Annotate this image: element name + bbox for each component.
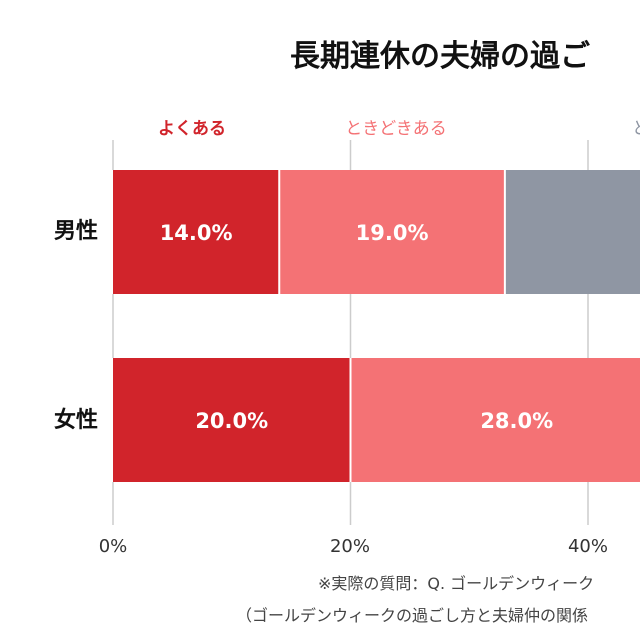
category-label-female: 女性 (54, 407, 98, 433)
text-elements: 長期連休の夫婦の過ご 男性 女性 よくある ときどきある と 0% 20% 40… (54, 39, 640, 625)
chart-title: 長期連休の夫婦の過ご (290, 39, 590, 74)
footnote-2: （ゴールデンウィークの過ごし方と夫婦仲の関係 (236, 606, 588, 625)
category-label-male: 男性 (54, 219, 98, 244)
bar-male-series-2 (505, 170, 640, 294)
footnote-1: ※実際の質問：Q. ゴールデンウィーク (318, 574, 594, 593)
x-tick-label-20: 20% (330, 536, 370, 557)
data-label-male-series-1: 19.0% (356, 221, 429, 245)
data-label-male-series-0: 14.0% (160, 221, 233, 245)
legend-often: よくある (158, 119, 226, 139)
x-tick-label-0: 0% (99, 536, 128, 557)
legend-third: と (632, 119, 640, 139)
x-tick-label-40: 40% (568, 536, 608, 557)
bars (113, 170, 640, 482)
data-label-female-series-1: 28.0% (480, 409, 553, 433)
data-label-female-series-0: 20.0% (195, 409, 268, 433)
legend-sometimes: ときどきある (345, 119, 447, 139)
